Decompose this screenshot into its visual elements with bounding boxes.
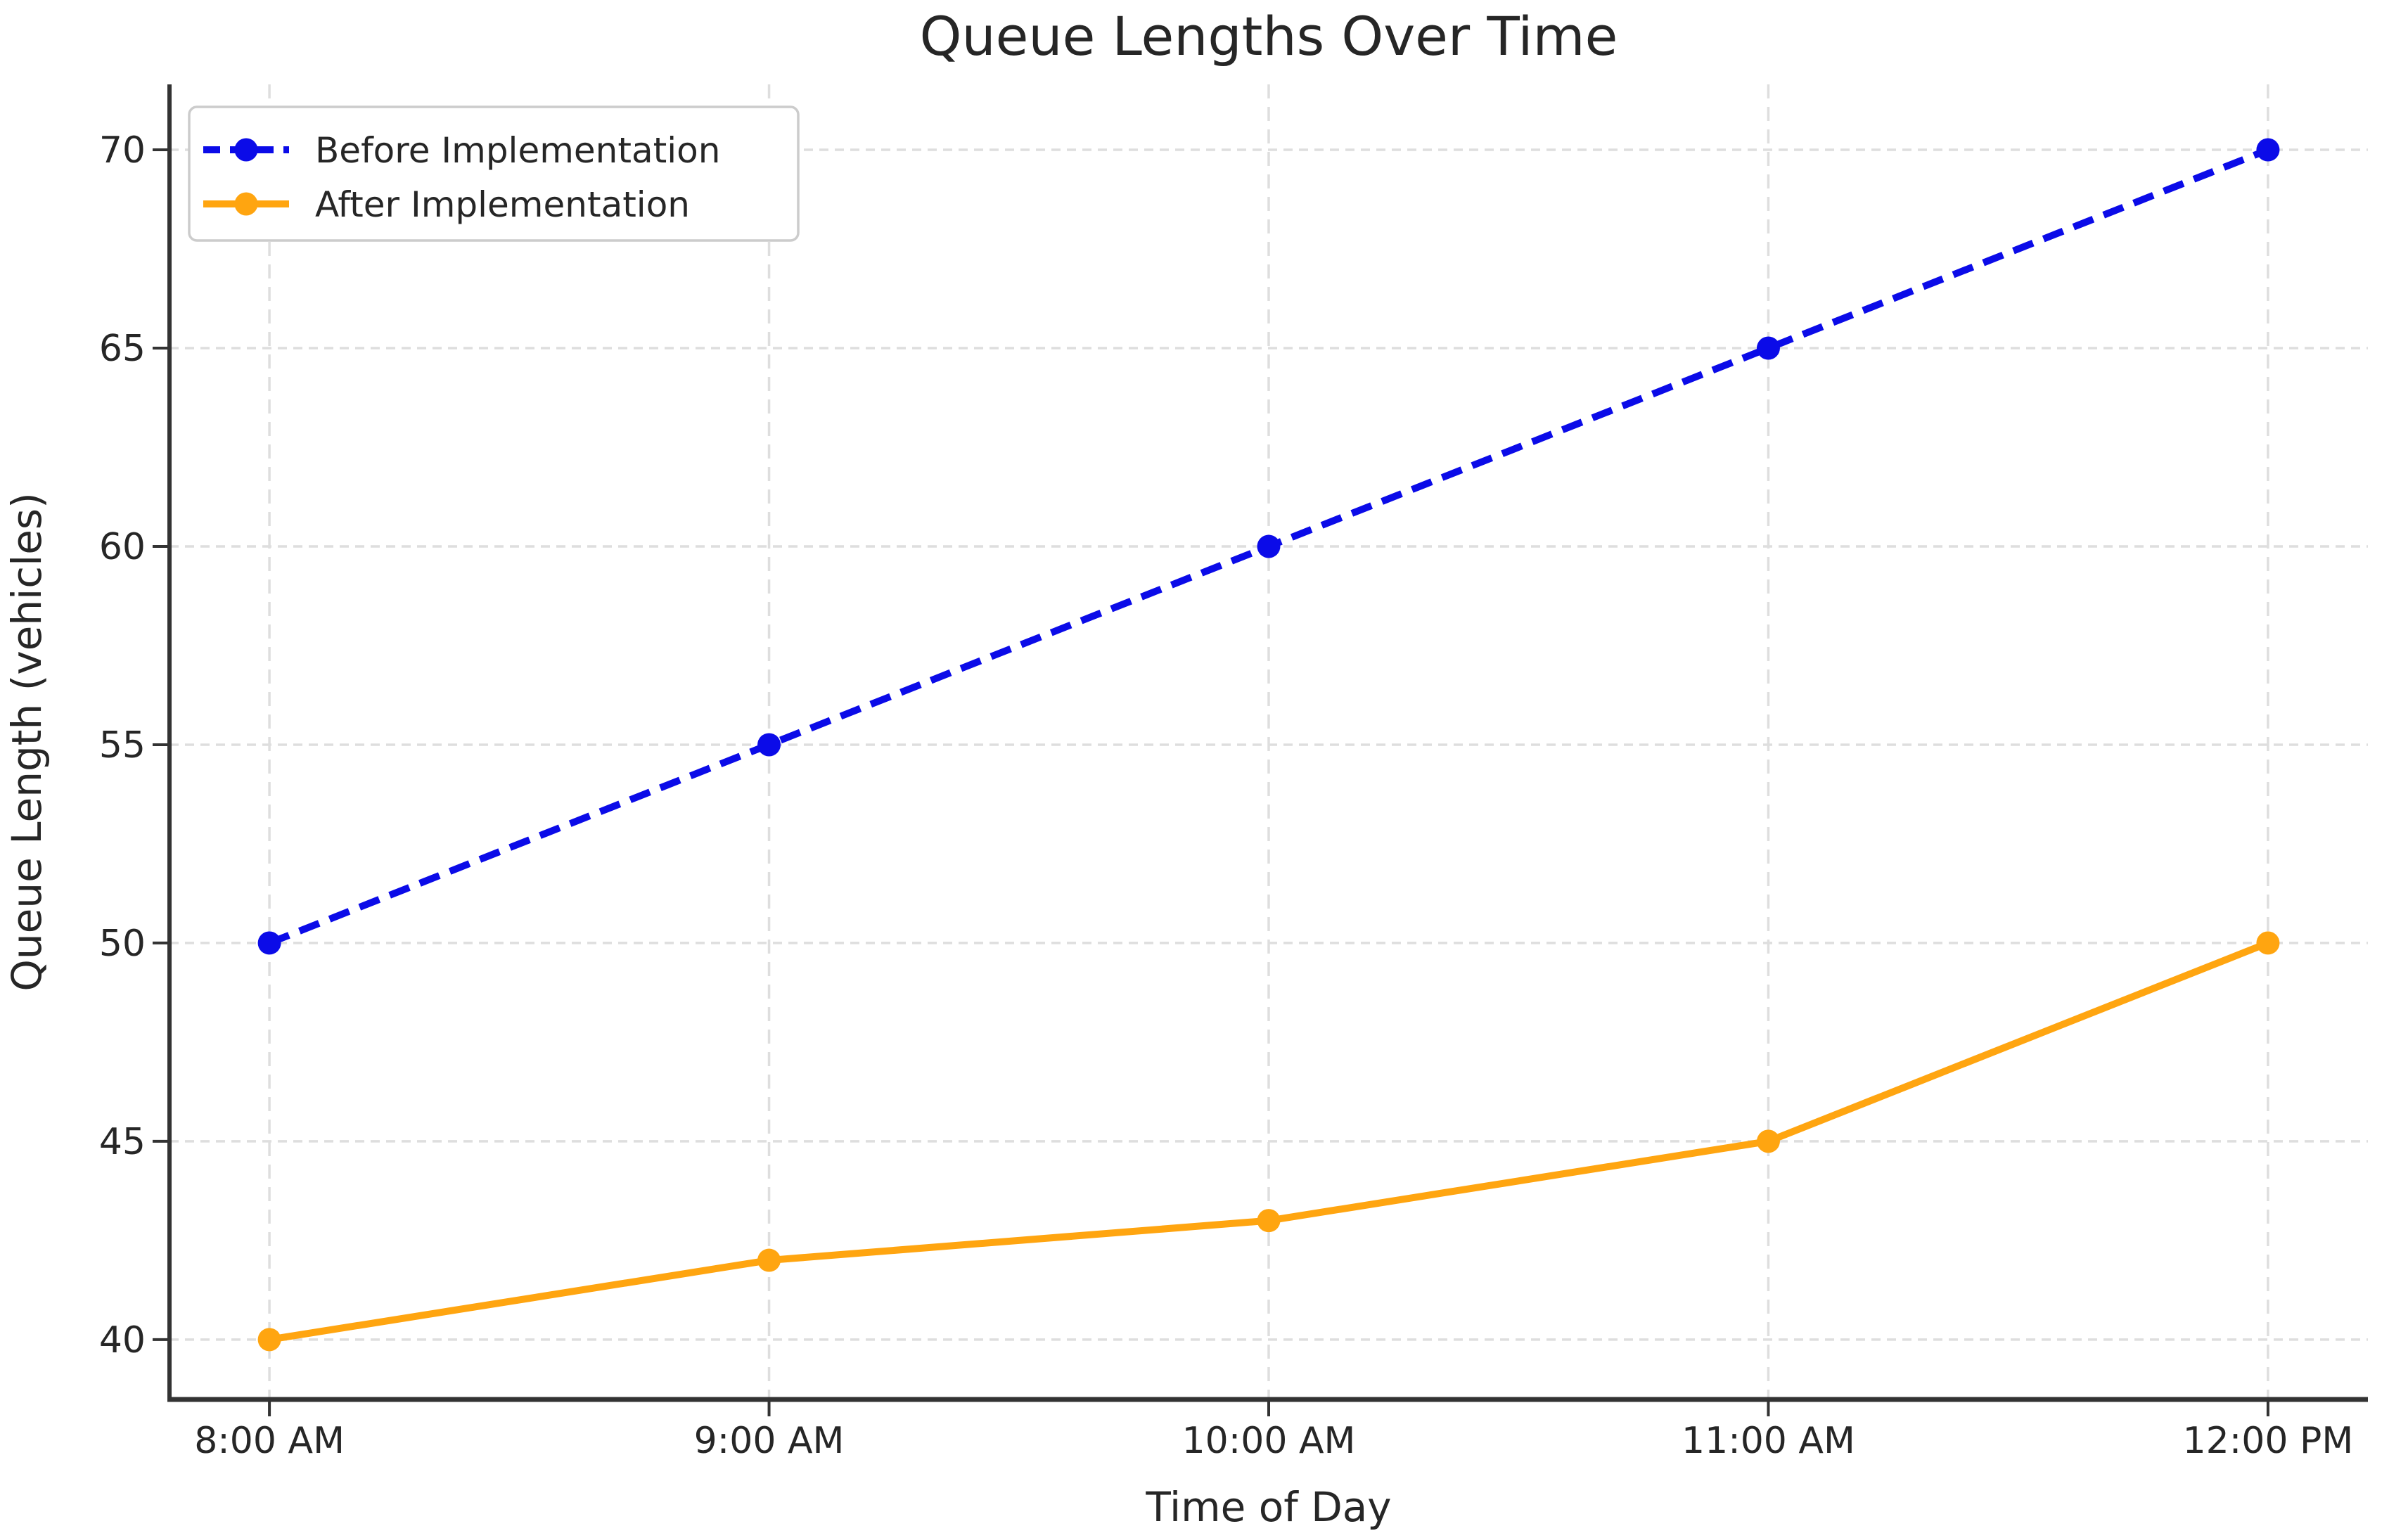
y-tick-label: 50	[99, 923, 146, 965]
legend-item: Before Implementation	[203, 130, 720, 171]
legend-sample-marker	[234, 192, 258, 216]
x-tick-label: 10:00 AM	[1182, 1420, 1356, 1462]
x-tick-label: 8:00 AM	[194, 1420, 345, 1462]
y-tick-label: 45	[99, 1121, 146, 1163]
data-point-after	[757, 1248, 781, 1272]
data-point-after	[257, 1328, 281, 1352]
data-point-before	[2256, 138, 2280, 162]
data-point-before	[757, 733, 781, 757]
legend-label: After Implementation	[315, 184, 690, 225]
series-layer	[257, 138, 2280, 1352]
x-tick-label: 11:00 AM	[1682, 1420, 1855, 1462]
legend-item: After Implementation	[203, 184, 690, 225]
data-point-after	[1257, 1209, 1281, 1233]
y-tick-label: 60	[99, 526, 146, 568]
legend-sample-marker	[234, 138, 258, 162]
data-point-after	[1756, 1129, 1780, 1153]
x-tick-label: 9:00 AM	[694, 1420, 845, 1462]
data-point-before	[1257, 534, 1281, 558]
data-point-before	[1756, 336, 1780, 360]
axes-layer: 40 45 50 55 60 65 70 8:00 AM 9:00 AM 10:00 AM 11:0…	[99, 84, 2368, 1462]
y-tick-label: 65	[99, 328, 146, 370]
x-axis-label: Time of Day	[1145, 1483, 1391, 1531]
grid-layer	[169, 84, 2368, 1399]
legend: Before Implementation After Implementatio…	[188, 105, 800, 242]
y-axis-label: Queue Length (vehicles)	[3, 492, 51, 992]
y-tick-label: 55	[99, 724, 146, 767]
chart-title: Queue Lengths Over Time	[920, 5, 1618, 68]
x-tick-label: 12:00 PM	[2183, 1420, 2354, 1462]
y-tick-label: 40	[99, 1319, 146, 1361]
data-point-before	[257, 931, 281, 955]
y-tick-label: 70	[99, 129, 146, 172]
data-point-after	[2256, 931, 2280, 955]
legend-label: Before Implementation	[315, 130, 720, 171]
legend-box	[188, 105, 800, 242]
